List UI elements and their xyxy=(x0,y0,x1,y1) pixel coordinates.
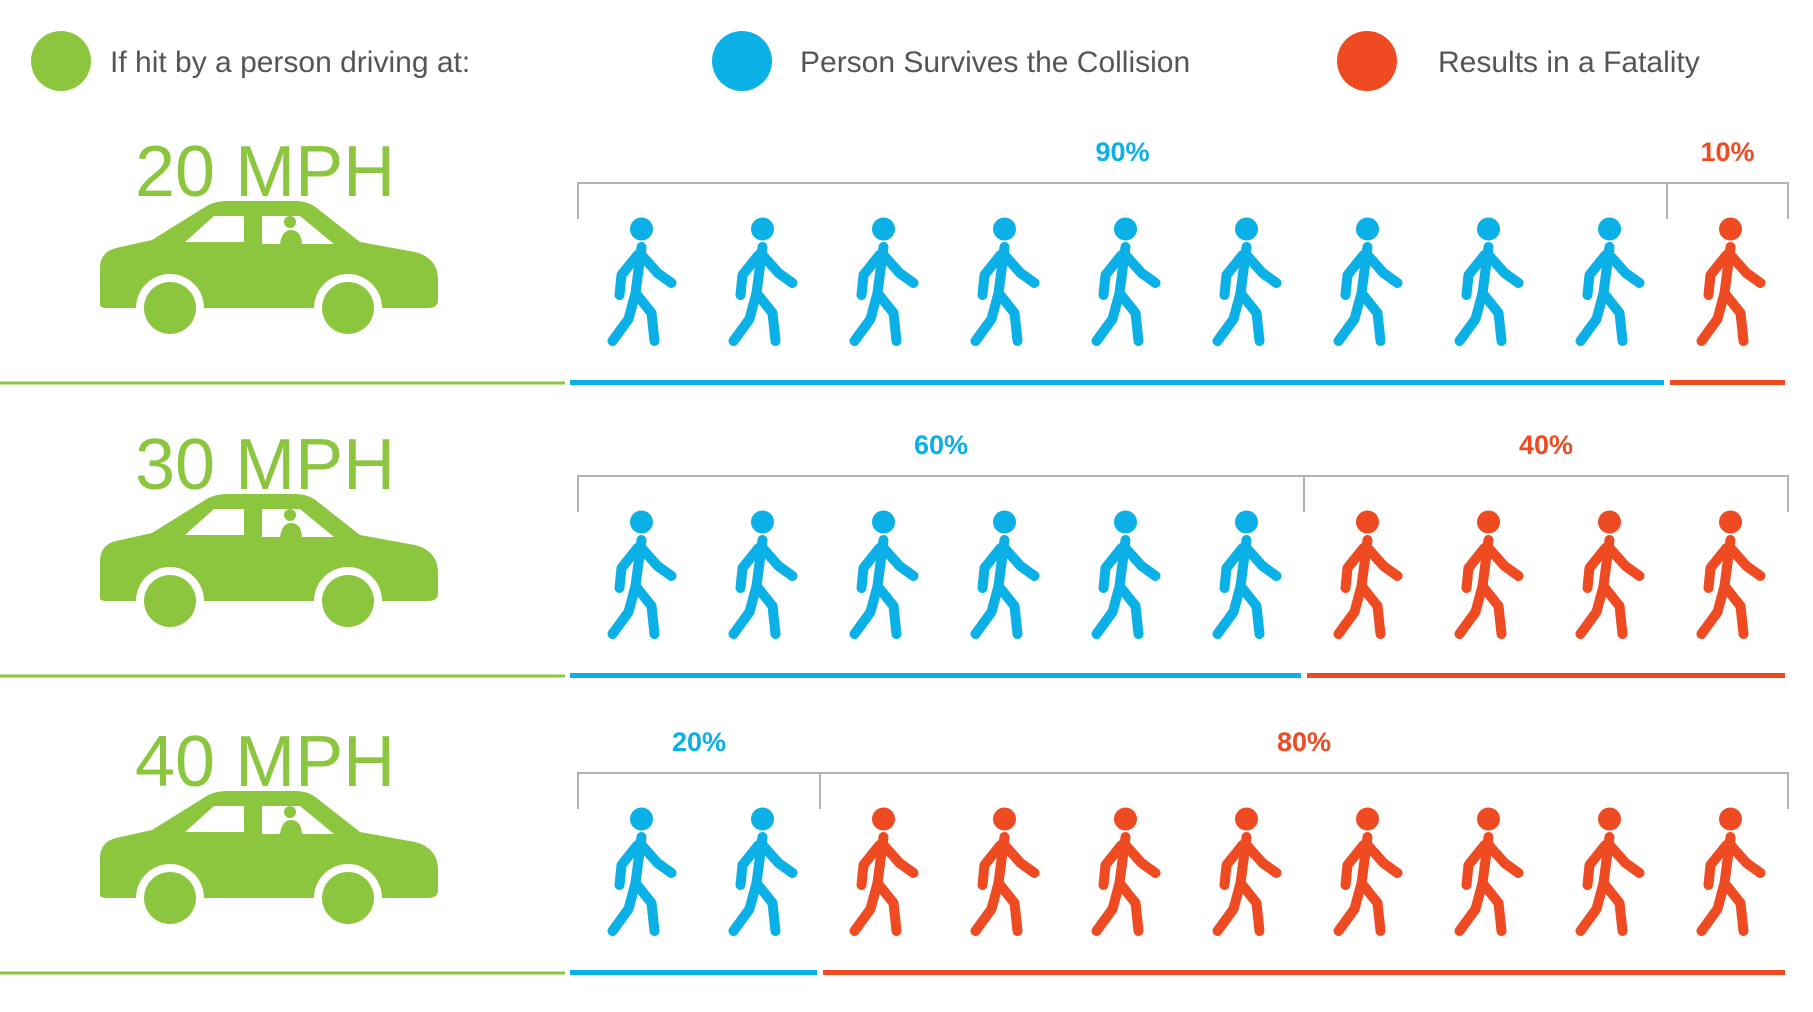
fatality-walker-icon xyxy=(855,808,914,931)
car-icon xyxy=(100,201,438,342)
legend-fatal-dot xyxy=(1337,31,1397,91)
speed-label: 20 MPH xyxy=(135,132,395,212)
fatal-bar xyxy=(1670,380,1785,385)
survivor-walker-icon xyxy=(613,218,672,341)
row-40-mph: 40 MPH 20% 80% xyxy=(0,722,1789,975)
survivor-walker-icon xyxy=(613,511,672,634)
row-20-mph: 20 MPH 90% 10% xyxy=(0,132,1789,385)
survive-bar xyxy=(570,673,1301,678)
fatality-walker-icon xyxy=(1702,218,1761,341)
survivor-walker-icon xyxy=(1218,218,1277,341)
survivor-walker-icon xyxy=(1339,218,1398,341)
survivor-walker-icon xyxy=(1460,218,1519,341)
survive-bracket xyxy=(577,182,1668,219)
survive-bracket xyxy=(577,475,1305,512)
row-30-mph: 30 MPH 60% 40% xyxy=(0,425,1789,678)
fatality-walker-icon xyxy=(1460,808,1519,931)
fatal-percent-label: 80% xyxy=(1277,727,1331,757)
fatal-bracket xyxy=(820,772,1789,809)
survivor-walker-icon xyxy=(976,511,1035,634)
survive-percent-label: 90% xyxy=(1095,137,1149,167)
fatality-walker-icon xyxy=(1339,808,1398,931)
survivor-walker-icon xyxy=(1097,218,1156,341)
car-icon xyxy=(100,494,438,635)
survive-bar xyxy=(570,380,1664,385)
car-icon xyxy=(100,791,438,932)
survivor-walker-icon xyxy=(855,511,914,634)
fatal-bracket xyxy=(1667,182,1789,219)
speed-label: 40 MPH xyxy=(135,722,395,802)
survive-bracket xyxy=(577,772,821,809)
survivor-walker-icon xyxy=(1218,511,1277,634)
legend-survive-dot xyxy=(712,31,772,91)
survive-percent-label: 20% xyxy=(672,727,726,757)
legend-speed-dot xyxy=(31,31,91,91)
survivor-walker-icon xyxy=(855,218,914,341)
fatality-walker-icon xyxy=(1097,808,1156,931)
survivor-walker-icon xyxy=(1581,218,1640,341)
legend-survive-label: Person Survives the Collision xyxy=(800,46,1190,79)
fatal-bar xyxy=(1307,673,1785,678)
fatality-walker-icon xyxy=(1460,511,1519,634)
fatality-walker-icon xyxy=(1702,511,1761,634)
fatal-bracket xyxy=(1304,475,1789,512)
fatal-percent-label: 40% xyxy=(1519,430,1573,460)
fatality-walker-icon xyxy=(1581,808,1640,931)
fatal-bar xyxy=(823,970,1785,975)
survivor-walker-icon xyxy=(976,218,1035,341)
survivor-walker-icon xyxy=(734,511,793,634)
survivor-walker-icon xyxy=(1097,511,1156,634)
survive-percent-label: 60% xyxy=(914,430,968,460)
legend-speed-label: If hit by a person driving at: xyxy=(110,46,470,79)
fatality-walker-icon xyxy=(1218,808,1277,931)
speed-label: 30 MPH xyxy=(135,425,395,505)
fatality-walker-icon xyxy=(976,808,1035,931)
legend-fatal-label: Results in a Fatality xyxy=(1438,46,1700,79)
fatality-walker-icon xyxy=(1702,808,1761,931)
survive-bar xyxy=(570,970,817,975)
fatality-walker-icon xyxy=(1339,511,1398,634)
survivor-walker-icon xyxy=(734,218,793,341)
survivor-walker-icon xyxy=(613,808,672,931)
survivor-walker-icon xyxy=(734,808,793,931)
fatal-percent-label: 10% xyxy=(1700,137,1754,167)
fatality-walker-icon xyxy=(1581,511,1640,634)
